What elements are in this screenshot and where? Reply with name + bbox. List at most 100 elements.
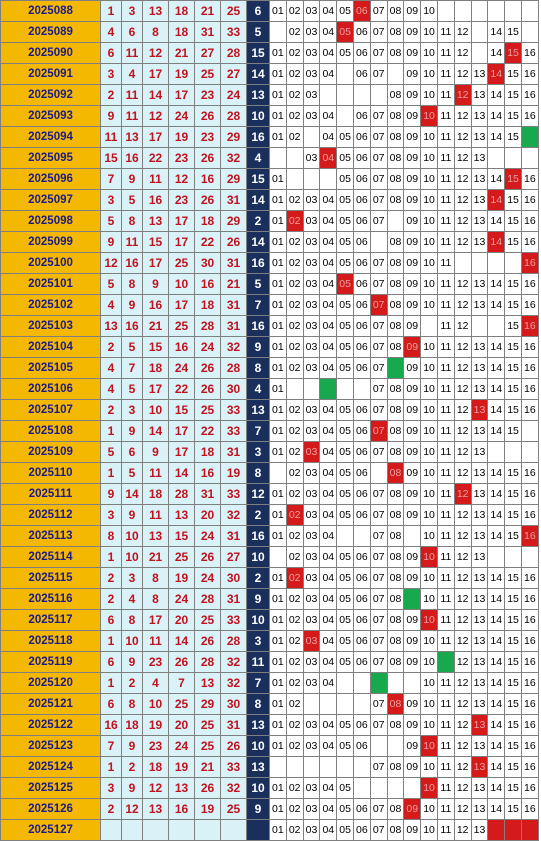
red-ball-number: 9 — [100, 483, 122, 505]
table-row: 2025088 1 3 13 18 21 25 6 01 02 03 04 05 06 07 08 09 10 — [0, 0, 539, 22]
issue-number: 2025117 — [0, 609, 101, 631]
table-row: 2025104 2 5 15 16 24 32 9 01 02 03 04 05 06 07 08 09 10 11… — [0, 336, 539, 358]
red-ball-number: 1 — [100, 756, 122, 778]
blue-distribution-cell: 04 — [319, 462, 338, 484]
red-ball-number: 17 — [142, 126, 169, 148]
red-ball-number: 12 — [168, 168, 195, 190]
issue-number: 2025092 — [0, 84, 101, 106]
blue-distribution-cell: 16 — [520, 567, 539, 589]
blue-distribution-cell: 15 — [504, 567, 522, 589]
blue-distribution-cell: 09 — [403, 651, 422, 673]
blue-distribution-cell: 12 — [453, 63, 472, 85]
blue-hit-marker: 07 — [369, 420, 388, 442]
blue-distribution-cell: 11 — [436, 294, 455, 316]
table-row: 2025097 3 5 16 23 26 31 14 01 02 03 04 05 06 07 08 09 10 1… — [0, 189, 539, 211]
blue-distribution-cell: 05 — [336, 462, 354, 484]
red-ball-number: 18 — [142, 483, 169, 505]
blue-distribution-cell: 12 — [453, 420, 472, 442]
blue-distribution-cell: 02 — [285, 798, 304, 820]
blue-ball-number: 13 — [246, 756, 270, 778]
red-ball-number: 31 — [220, 189, 247, 211]
blue-distribution-cell: 02 — [285, 672, 304, 694]
blue-distribution-cell: 01 — [269, 294, 287, 316]
blue-hit-marker: 10 — [420, 735, 438, 757]
blue-distribution-cell: 11 — [436, 798, 455, 820]
empty-cell — [386, 735, 405, 757]
blue-distribution-cell: 08 — [386, 0, 405, 22]
red-ball-number — [220, 819, 247, 841]
red-ball-number: 32 — [220, 147, 247, 169]
blue-distribution-cell: 10 — [420, 588, 438, 610]
blue-distribution-cell: 04 — [319, 105, 338, 127]
blue-distribution-cell: 11 — [436, 714, 455, 736]
red-ball-number: 14 — [121, 483, 143, 505]
blue-distribution-cell: 05 — [336, 231, 354, 253]
blue-distribution-cell: 06 — [352, 714, 371, 736]
issue-number: 2025118 — [0, 630, 101, 652]
blue-distribution-cell: 16 — [520, 378, 539, 400]
empty-cell — [352, 777, 371, 799]
blue-distribution-cell: 14 — [487, 777, 506, 799]
red-ball-number: 13 — [168, 777, 195, 799]
blue-distribution-cell: 05 — [336, 735, 354, 757]
red-ball-number: 12 — [142, 105, 169, 127]
blue-hit-marker: 05 — [336, 273, 354, 295]
blue-distribution-cell: 03 — [302, 357, 321, 379]
blue-distribution-cell: 16 — [520, 462, 539, 484]
blue-hit-marker: 14 — [487, 63, 506, 85]
blue-distribution-cell: 07 — [369, 609, 388, 631]
table-row: 2025109 5 6 9 17 18 31 3 01 02 03 04 05 06 07 08 09 10 11 1… — [0, 441, 539, 463]
blue-distribution-cell: 04 — [319, 420, 338, 442]
blue-distribution-cell: 06 — [352, 441, 371, 463]
red-ball-number: 33 — [220, 420, 247, 442]
red-ball-number: 29 — [220, 168, 247, 190]
blue-distribution-cell: 11 — [436, 315, 455, 337]
blue-distribution-cell: 13 — [470, 609, 489, 631]
blue-distribution-cell: 16 — [520, 630, 539, 652]
blue-distribution-cell: 13 — [470, 651, 489, 673]
red-ball-number: 26 — [220, 735, 247, 757]
blue-distribution-cell: 06 — [352, 189, 371, 211]
blue-distribution-cell: 12 — [453, 714, 472, 736]
blue-distribution-cell: 07 — [369, 588, 388, 610]
blue-distribution-cell: 01 — [269, 483, 287, 505]
blue-distribution-cell: 11 — [436, 735, 455, 757]
table-row: 2025094 11 13 17 19 23 29 16 01 02 04 05 06 07 08 09 10 1… — [0, 126, 539, 148]
red-ball-number: 11 — [121, 105, 143, 127]
blue-distribution-cell: 04 — [319, 42, 338, 64]
blue-distribution-cell: 06 — [352, 651, 371, 673]
blue-distribution-cell: 02 — [285, 420, 304, 442]
red-ball-number: 24 — [194, 567, 221, 589]
blue-ball-number: 10 — [246, 546, 270, 568]
red-ball-number: 9 — [121, 168, 143, 190]
blue-distribution-cell: 02 — [285, 399, 304, 421]
blue-distribution-cell: 09 — [403, 63, 422, 85]
blue-distribution-cell: 09 — [403, 42, 422, 64]
blue-distribution-cell: 07 — [369, 357, 388, 379]
blue-distribution-cell: 01 — [269, 567, 287, 589]
blue-hit-marker: 07 — [369, 294, 388, 316]
red-ball-number: 33 — [220, 483, 247, 505]
issue-number: 2025099 — [0, 231, 101, 253]
blue-distribution-cell: 02 — [285, 462, 304, 484]
red-ball-number: 11 — [142, 504, 169, 526]
issue-number: 2025100 — [0, 252, 101, 274]
blue-distribution-cell: 12 — [453, 462, 472, 484]
blue-distribution-cell: 03 — [302, 147, 321, 169]
blue-distribution-cell: 11 — [436, 252, 455, 274]
empty-cell — [504, 546, 522, 568]
blue-distribution-cell: 16 — [520, 693, 539, 715]
issue-number: 2025094 — [0, 126, 101, 148]
blue-distribution-cell: 12 — [453, 231, 472, 253]
red-ball-number: 30 — [220, 693, 247, 715]
empty-cell — [336, 672, 354, 694]
blue-distribution-cell: 07 — [369, 210, 388, 232]
blue-distribution-cell: 05 — [336, 399, 354, 421]
issue-number: 2025089 — [0, 21, 101, 43]
blue-distribution-cell: 03 — [302, 294, 321, 316]
empty-cell — [302, 126, 321, 148]
blue-distribution-cell: 06 — [352, 399, 371, 421]
red-ball-number: 3 — [121, 0, 143, 22]
blue-distribution-cell: 05 — [336, 546, 354, 568]
blue-distribution-cell: 13 — [470, 189, 489, 211]
